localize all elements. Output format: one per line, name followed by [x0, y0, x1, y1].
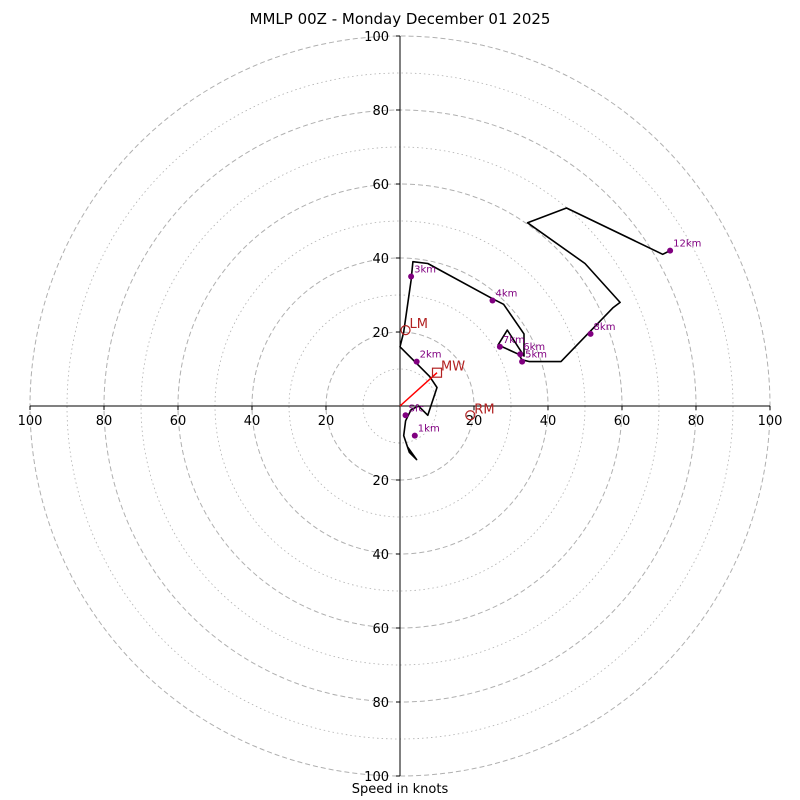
height-marker-8km [587, 330, 594, 337]
storm-motion-label-RM: RM [474, 402, 494, 417]
y-tick-label: 40 [372, 548, 389, 563]
storm-motion-marker-LM [400, 325, 411, 336]
height-marker-6km [517, 351, 524, 358]
height-label-8km: 8km [594, 322, 616, 333]
height-marker-12km [667, 247, 674, 254]
y-tick-label: 100 [364, 770, 389, 785]
x-tick-label: 20 [318, 414, 335, 429]
height-label-5km: 5km [525, 350, 547, 361]
height-label-6km: 6km [523, 342, 545, 353]
height-label-2km: 2km [420, 350, 442, 361]
height-marker-3km [408, 273, 415, 280]
y-tick-label: 20 [372, 474, 389, 489]
height-label-12km: 12km [673, 239, 701, 250]
y-tick-label: 60 [372, 622, 389, 637]
storm-motion-marker-RM [465, 410, 476, 421]
mean-wind-vector [399, 372, 438, 407]
height-marker-7km [496, 343, 503, 350]
y-tick-label: 60 [372, 178, 389, 193]
chart-title: MMLP 00Z - Monday December 01 2025 [249, 10, 551, 28]
x-tick-label: 40 [540, 414, 557, 429]
x-tick-label: 100 [758, 414, 783, 429]
height-label-Sfc: Sfc [409, 403, 424, 414]
height-marker-1km [411, 432, 418, 439]
height-label-7km: 7km [503, 335, 525, 346]
storm-motion-label-MW: MW [441, 360, 465, 375]
y-tick-label: 20 [372, 326, 389, 341]
x-tick-label: 60 [170, 414, 187, 429]
height-marker-4km [489, 297, 496, 304]
height-marker-2km [413, 358, 420, 365]
x-axis-label: Speed in knots [351, 782, 449, 797]
height-label-3km: 3km [414, 265, 436, 276]
x-tick-label: 20 [466, 414, 483, 429]
y-tick-label: 40 [372, 252, 389, 267]
height-label-4km: 4km [496, 289, 518, 300]
x-tick-label: 80 [96, 414, 113, 429]
x-tick-label: 60 [614, 414, 631, 429]
x-tick-label: 100 [18, 414, 43, 429]
height-marker-5km [519, 358, 526, 365]
height-marker-Sfc [402, 412, 409, 419]
height-label-1km: 1km [418, 424, 440, 435]
x-tick-label: 40 [244, 414, 261, 429]
x-tick-label: 80 [688, 414, 705, 429]
y-tick-label: 80 [372, 696, 389, 711]
y-tick-label: 80 [372, 104, 389, 119]
storm-motion-label-LM: LM [410, 317, 428, 332]
y-tick-label: 100 [364, 30, 389, 45]
storm-motion-marker-MW [431, 367, 443, 378]
